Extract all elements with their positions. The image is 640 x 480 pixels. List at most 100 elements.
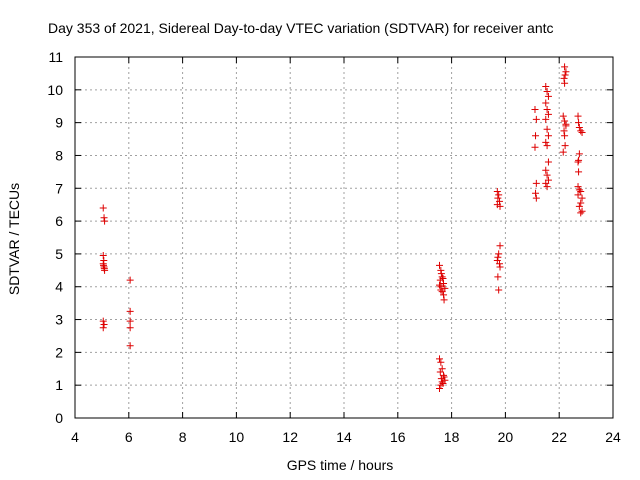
data-point: [100, 265, 108, 273]
data-point: [435, 281, 443, 289]
data-point: [561, 117, 569, 125]
data-point: [532, 179, 540, 187]
data-point: [100, 261, 108, 269]
x-tick-labels: 4 6 8 10 12 14 16 18 20 22 24: [71, 429, 621, 445]
y-tick-labels: 0 1 2 3 4 5 6 7 8 9 10 11: [47, 49, 63, 426]
data-point: [99, 324, 107, 332]
data-point: [575, 156, 583, 164]
data-point: [543, 142, 551, 150]
y-tick-label: 5: [55, 246, 63, 262]
data-point: [575, 202, 583, 210]
data-point: [532, 115, 540, 123]
data-point: [542, 166, 550, 174]
data-point: [575, 124, 583, 132]
data-point: [126, 324, 134, 332]
data-point: [435, 384, 443, 392]
data-point: [532, 132, 540, 140]
data-point: [126, 317, 134, 325]
data-point: [99, 317, 107, 325]
data-point: [126, 276, 134, 284]
data-point: [495, 260, 503, 268]
data-point: [494, 253, 502, 261]
data-point: [544, 132, 552, 140]
data-point: [575, 168, 583, 176]
chart-title: Day 353 of 2021, Sidereal Day-to-day VTE…: [48, 20, 554, 36]
data-point: [561, 63, 569, 71]
data-point: [126, 307, 134, 315]
data-point: [100, 214, 108, 222]
data-point: [542, 138, 550, 146]
data-point: [126, 342, 134, 350]
data-point: [435, 355, 443, 363]
data-point: [437, 358, 445, 366]
data-point: [531, 143, 539, 151]
chart-grid: [75, 57, 613, 418]
data-points: [99, 63, 586, 392]
data-point: [574, 183, 582, 191]
data-point: [438, 365, 446, 373]
x-tick-label: 6: [125, 429, 133, 445]
y-tick-label: 10: [47, 82, 63, 98]
x-tick-label: 16: [390, 429, 406, 445]
data-point: [577, 209, 585, 217]
data-point: [542, 179, 550, 187]
data-point: [542, 99, 550, 107]
data-point: [496, 202, 504, 210]
data-point: [575, 119, 583, 127]
data-point: [99, 252, 107, 260]
data-point: [543, 106, 551, 114]
data-point: [562, 68, 570, 76]
x-axis-title: GPS time / hours: [287, 457, 394, 473]
data-point: [561, 142, 569, 150]
y-tick-label: 8: [55, 147, 63, 163]
x-tick-label: 10: [229, 429, 245, 445]
y-tick-label: 6: [55, 213, 63, 229]
data-point: [437, 266, 445, 274]
x-tick-label: 20: [498, 429, 514, 445]
data-point: [532, 194, 540, 202]
data-point: [437, 286, 445, 294]
data-point: [495, 250, 503, 258]
data-point: [440, 296, 448, 304]
x-tick-label: 24: [605, 429, 621, 445]
data-point: [578, 194, 586, 202]
data-point: [543, 171, 551, 179]
y-tick-label: 4: [55, 279, 63, 295]
data-point: [493, 188, 501, 196]
data-point: [561, 71, 569, 79]
x-tick-label: 8: [179, 429, 187, 445]
axis-ticks: [74, 56, 614, 419]
data-point: [436, 368, 444, 376]
data-point: [560, 127, 568, 135]
data-point: [542, 115, 550, 123]
data-point: [543, 87, 551, 95]
data-point: [543, 125, 551, 133]
data-point: [101, 217, 109, 225]
data-point: [560, 74, 568, 82]
data-point: [437, 270, 445, 278]
y-tick-label: 11: [48, 49, 63, 65]
data-point: [575, 150, 583, 158]
x-tick-label: 22: [551, 429, 567, 445]
data-point: [561, 79, 569, 87]
data-point: [543, 183, 551, 191]
data-point: [439, 275, 447, 283]
y-tick-label: 1: [55, 377, 63, 393]
data-point: [438, 288, 446, 296]
data-point: [574, 112, 582, 120]
x-tick-label: 12: [282, 429, 298, 445]
data-point: [578, 207, 586, 215]
data-point: [440, 291, 448, 299]
data-point: [562, 120, 570, 128]
data-point: [574, 158, 582, 166]
y-tick-label: 2: [55, 344, 63, 360]
data-point: [438, 273, 446, 281]
data-point: [100, 320, 108, 328]
data-point: [494, 273, 502, 281]
x-tick-label: 4: [71, 429, 79, 445]
data-point: [439, 380, 447, 388]
data-point: [577, 127, 585, 135]
data-point: [496, 263, 504, 271]
data-point: [544, 158, 552, 166]
